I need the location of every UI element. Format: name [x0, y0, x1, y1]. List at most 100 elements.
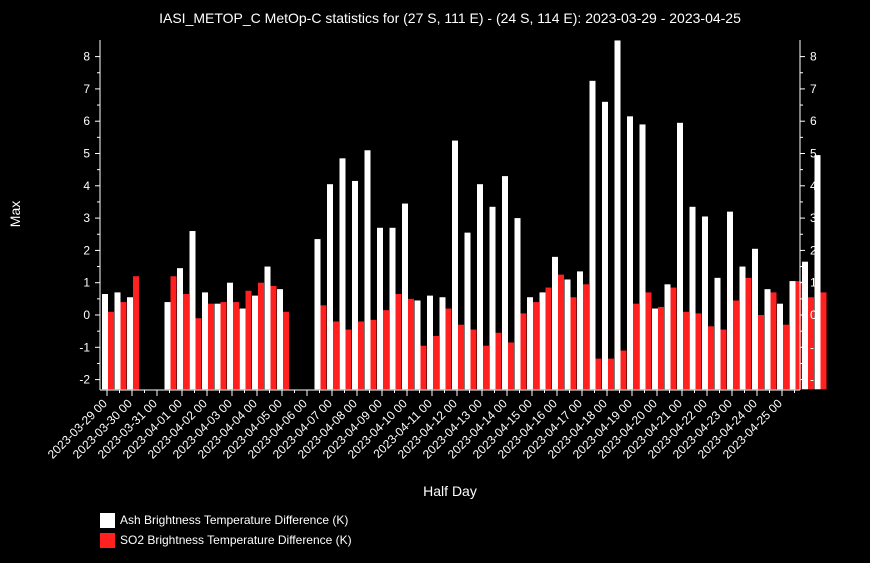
legend-swatch-so2 [100, 532, 115, 548]
so2-bar [183, 294, 189, 390]
so2-bar [245, 290, 252, 390]
ash-bar [577, 271, 583, 390]
y-tick-label-left: 2 [83, 243, 90, 257]
so2-bar [170, 276, 177, 390]
so2-bar [458, 324, 464, 390]
ash-bar [789, 281, 796, 390]
ash-bar [214, 303, 221, 390]
ash-bar [652, 308, 658, 390]
so2-bar [345, 329, 352, 390]
legend-label-so2: SO2 Brightness Temperature Difference (K… [120, 533, 352, 547]
so2-bar [395, 294, 402, 390]
y-tick-label-left: 5 [83, 147, 90, 161]
so2-bar [583, 284, 589, 390]
ash-bar [564, 279, 571, 390]
ash-bar [339, 158, 346, 390]
ash-bar [189, 231, 196, 390]
y-tick-label-right: 4 [810, 179, 817, 193]
so2-bar [570, 297, 577, 390]
y-tick-label-left: 1 [83, 276, 90, 290]
ash-bar [177, 268, 183, 390]
ash-bar [727, 211, 733, 390]
so2-bar [108, 311, 114, 390]
y-tick-label-left: 6 [83, 114, 90, 128]
legend-label-ash: Ash Brightness Temperature Difference (K… [120, 513, 349, 527]
so2-bar [608, 358, 614, 390]
so2-bar [795, 281, 802, 390]
ash-bar [227, 282, 233, 390]
y-tick-label-left: 8 [83, 50, 90, 64]
ash-bar [127, 297, 133, 390]
so2-bar [633, 303, 639, 390]
ash-bar [739, 266, 746, 390]
so2-bar [683, 311, 689, 390]
so2-bar [545, 287, 552, 390]
so2-bar [195, 318, 202, 390]
y-tick-label-right: 5 [810, 147, 817, 161]
y-tick-label-right: 2 [810, 243, 817, 257]
ash-bar [627, 116, 633, 390]
ash-bar [314, 239, 321, 390]
so2-bar [333, 321, 339, 390]
ash-bar [114, 292, 121, 390]
so2-bar [783, 324, 789, 390]
ash-bar [702, 216, 708, 390]
ash-bar [639, 124, 646, 390]
ash-bar [402, 203, 408, 390]
so2-bar [745, 277, 752, 390]
so2-bar [470, 329, 477, 390]
ash-bar [502, 176, 508, 390]
y-axis-label: Max [7, 201, 23, 227]
so2-bar [420, 345, 427, 390]
y-tick-label-right: -1 [810, 340, 821, 354]
y-tick-label-right: 1 [810, 276, 817, 290]
ash-bar [327, 184, 333, 390]
so2-bar [258, 282, 264, 390]
y-tick-label-right: -2 [810, 373, 821, 387]
so2-bar [408, 298, 414, 390]
ash-bar [102, 294, 108, 390]
so2-bar [445, 308, 452, 390]
ash-bar [452, 140, 458, 390]
so2-bar [120, 302, 127, 390]
so2-bar [383, 310, 389, 390]
ash-bar [389, 227, 396, 390]
so2-bar [508, 342, 514, 390]
y-tick-label-left: 4 [83, 179, 90, 193]
ash-bar [427, 295, 433, 390]
legend-item-ash: Ash Brightness Temperature Difference (K… [100, 512, 348, 528]
so2-bar [220, 302, 227, 390]
so2-bar [720, 329, 727, 390]
ash-bar [252, 295, 258, 390]
so2-bar [733, 300, 739, 390]
so2-bar [233, 302, 239, 390]
ash-bar [489, 206, 496, 390]
ash-bar [777, 303, 783, 390]
ash-bar [514, 218, 521, 390]
chart-title: IASI_METOP_C MetOp-C statistics for (27 … [159, 10, 741, 26]
ash-bar [589, 80, 596, 390]
ash-bar [277, 289, 283, 390]
ash-bar [689, 206, 696, 390]
ash-bar [802, 261, 808, 390]
so2-bar [370, 319, 377, 390]
y-tick-label-right: 6 [810, 114, 817, 128]
x-axis-label: Half Day [423, 483, 477, 499]
y-tick-label-left: 7 [83, 82, 90, 96]
so2-bar [483, 345, 489, 390]
so2-bar [595, 358, 602, 390]
ash-bar [464, 232, 471, 390]
ash-bar [602, 101, 608, 390]
so2-bar [495, 332, 502, 390]
legend-item-so2: SO2 Brightness Temperature Difference (K… [100, 532, 352, 548]
ash-bar [352, 180, 358, 390]
ash-bar [164, 302, 171, 390]
ash-bar [414, 300, 421, 390]
ash-bar [477, 184, 483, 390]
ash-bar [714, 277, 721, 390]
so2-bar [320, 305, 327, 390]
ash-bar [764, 289, 771, 390]
y-tick-label-right: 0 [810, 308, 817, 322]
legend-swatch-ash [100, 512, 115, 528]
